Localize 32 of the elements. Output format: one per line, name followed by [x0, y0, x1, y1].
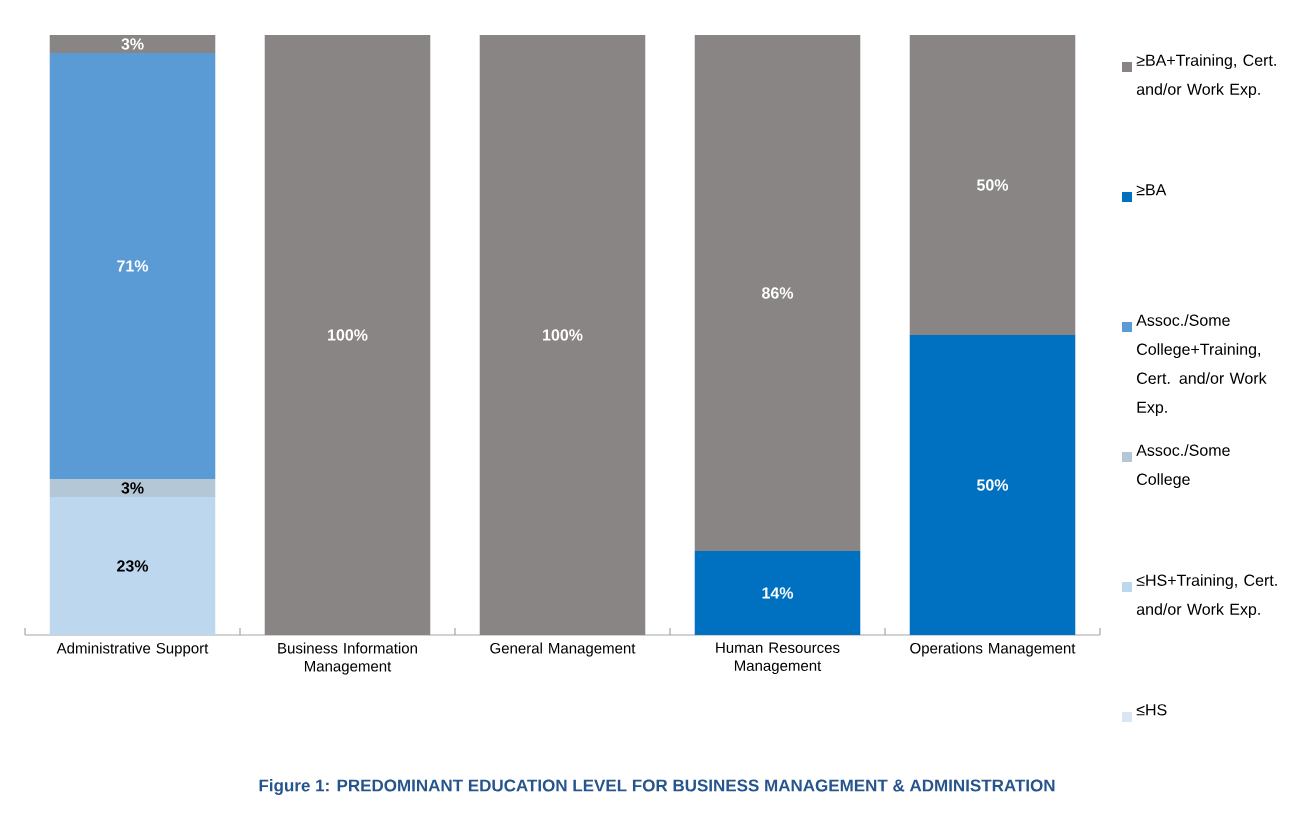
bar [694, 34, 861, 551]
bar [49, 52, 216, 479]
bar [264, 34, 431, 635]
x-tick-label: Human Resources Management [716, 642, 840, 674]
data-label: 50% [976, 479, 1009, 491]
data-label: 100% [543, 329, 583, 341]
data-label: 100% [328, 329, 368, 341]
x-tick-label: Business Information Management [278, 642, 417, 675]
legend-label: ≤HS [1136, 704, 1167, 716]
data-label: 23% [117, 560, 149, 572]
data-label: 50% [976, 179, 1009, 191]
data-label: 3% [121, 482, 144, 494]
bar [479, 34, 646, 635]
bar [909, 335, 1076, 635]
legend-label: Assoc./Some College [1136, 444, 1230, 489]
legend-label: ≥BA [1136, 184, 1167, 196]
data-label: 86% [762, 287, 794, 299]
text: Figure 1: PREDOMINANT EDUCATION LEVEL FOR BUSINESS MANAGEMENT & ADMINISTRATION [259, 779, 1055, 795]
x-tick-label: General Management [490, 642, 636, 657]
data-label: 14% [762, 587, 794, 599]
bar [694, 551, 861, 635]
x-tick-label: Operations Management [910, 642, 1076, 657]
bar [49, 479, 216, 497]
bar [49, 497, 216, 635]
bar [909, 34, 1076, 335]
legend-label: ≤HS+Training, Cert. and/or Work Exp. [1136, 574, 1277, 619]
legend-label: ≥BA+Training, Cert. and/or Work Exp. [1136, 54, 1276, 99]
data-label: 3% [121, 38, 144, 50]
bar [49, 34, 216, 53]
data-label: 71% [117, 260, 149, 272]
x-tick-label: Administrative Support [56, 642, 209, 657]
legend-label: Assoc./Some College+Training, Cert. and/or Work Exp. [1136, 314, 1267, 417]
